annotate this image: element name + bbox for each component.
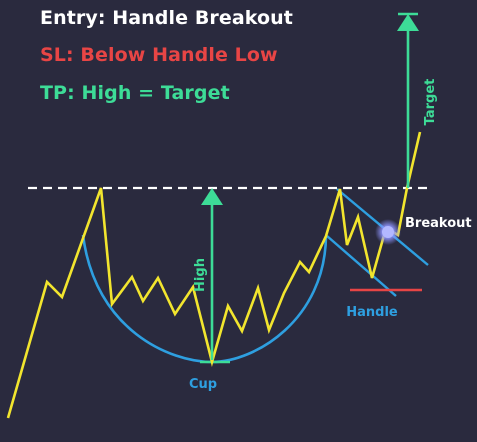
target-arrowhead	[397, 14, 419, 31]
take-profit-rule: TP: High = Target	[40, 82, 230, 104]
high-label: High	[193, 258, 208, 292]
price-line	[6, 131, 422, 419]
handle-channel-lower	[326, 235, 397, 297]
stop-loss-rule: SL: Below Handle Low	[40, 44, 278, 66]
cup-curve	[81, 234, 328, 364]
handle-label: Handle	[346, 305, 398, 320]
entry-rule: Entry: Handle Breakout	[40, 7, 293, 29]
breakout-point	[382, 226, 394, 238]
high-arrowhead	[201, 188, 223, 205]
target-label: Target	[423, 79, 438, 126]
cup-label: Cup	[189, 377, 217, 392]
breakout-label: Breakout	[405, 216, 472, 231]
